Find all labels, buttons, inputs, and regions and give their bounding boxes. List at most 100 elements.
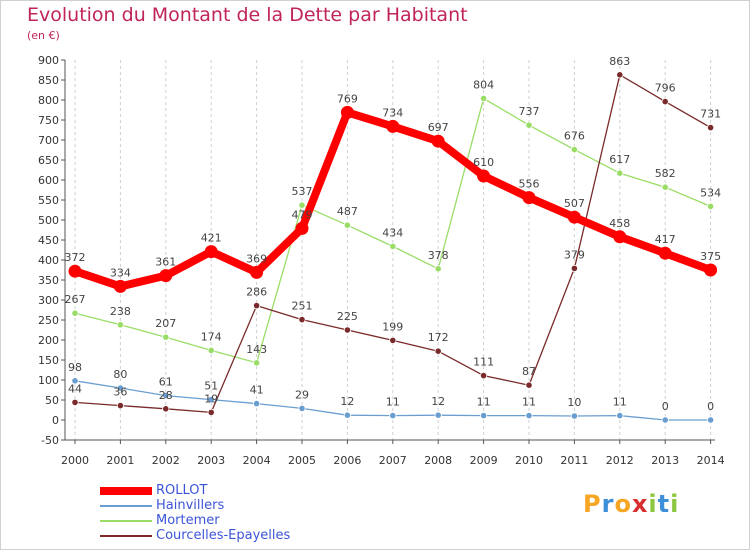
data-label-courcelles-epayelles: 44 [68, 382, 82, 395]
x-tick-label: 2013 [651, 454, 679, 467]
x-tick-label: 2006 [333, 454, 361, 467]
data-labels: 98 80 61 51 41 29 12 11 12 11 11 10 11 0 0 267 238 207 174… [65, 55, 722, 413]
data-label-mortemer: 617 [609, 153, 630, 166]
data-point-courcelles-epayelles [71, 398, 79, 406]
x-tick-label: 2000 [61, 454, 89, 467]
data-point-hainvillers [434, 411, 442, 419]
data-point-rollot [431, 134, 445, 148]
data-label-rollot: 334 [110, 266, 131, 279]
data-label-mortemer: 582 [655, 167, 676, 180]
x-tick-label: 2005 [288, 454, 316, 467]
y-tick-label: 200 [38, 334, 59, 347]
y-tick-label: 900 [38, 54, 59, 67]
x-tick-label: 2009 [470, 454, 498, 467]
logo-letter: o [614, 490, 632, 518]
data-point-rollot [68, 264, 82, 278]
data-point-rollot [159, 269, 173, 283]
data-label-rollot: 769 [337, 92, 358, 105]
legend-label: Mortemer [156, 513, 220, 528]
data-label-courcelles-epayelles: 286 [246, 286, 267, 299]
data-label-mortemer: 534 [700, 186, 721, 199]
data-label-hainvillers: 12 [431, 395, 445, 408]
y-tick-label: 500 [38, 214, 59, 227]
data-label-rollot: 697 [428, 121, 449, 134]
series-lines [68, 71, 718, 424]
data-label-rollot: 479 [292, 208, 313, 221]
proxiti-logo: Proxiti [583, 490, 679, 518]
data-label-courcelles-epayelles: 36 [113, 386, 127, 399]
data-point-courcelles-epayelles [479, 371, 488, 380]
y-tick-label: 0 [52, 414, 59, 427]
data-point-courcelles-epayelles [207, 408, 215, 416]
data-point-hainvillers [661, 416, 669, 424]
data-point-rollot [477, 169, 491, 183]
logo-letter: P [583, 490, 602, 518]
legend-label: Hainvillers [156, 498, 225, 513]
data-point-rollot [204, 245, 218, 259]
data-label-courcelles-epayelles: 379 [564, 248, 585, 261]
data-label-rollot: 372 [65, 251, 86, 264]
data-label-hainvillers: 11 [477, 396, 491, 409]
data-label-mortemer: 537 [292, 185, 313, 198]
y-tick-label: 800 [38, 94, 59, 107]
x-tick-label: 2014 [697, 454, 725, 467]
data-label-mortemer: 434 [382, 226, 403, 239]
x-tick-label: 2002 [152, 454, 180, 467]
data-label-courcelles-epayelles: 172 [428, 331, 449, 344]
data-point-rollot [567, 210, 581, 224]
data-point-mortemer [162, 333, 170, 341]
data-label-rollot: 458 [609, 217, 630, 230]
y-tick-label: 50 [45, 394, 59, 407]
data-point-hainvillers [479, 411, 488, 420]
data-point-mortemer [706, 202, 715, 210]
data-label-courcelles-epayelles: 251 [292, 300, 313, 313]
data-label-hainvillers: 0 [707, 400, 714, 413]
y-tick-label: 100 [38, 374, 59, 387]
data-label-hainvillers: 29 [295, 388, 309, 401]
x-axis-ticks: 2000 2001 2002 2003 2004 2005 2006 2007 2008 2009… [61, 440, 725, 467]
logo-letter: x [631, 490, 649, 518]
data-point-mortemer [253, 359, 261, 367]
data-point-courcelles-epayelles [661, 98, 669, 106]
data-label-hainvillers: 12 [340, 395, 354, 408]
y-tick-label: 150 [38, 354, 59, 367]
data-label-mortemer: 238 [110, 305, 131, 318]
data-point-hainvillers [706, 416, 715, 424]
data-label-rollot: 734 [382, 106, 403, 119]
data-point-hainvillers [207, 395, 215, 404]
data-point-hainvillers [162, 391, 170, 400]
data-point-rollot [704, 263, 718, 277]
data-label-courcelles-epayelles: 863 [609, 55, 630, 68]
data-point-rollot [113, 279, 127, 293]
data-point-mortemer [343, 221, 351, 229]
data-label-rollot: 610 [473, 156, 494, 169]
data-point-rollot [386, 119, 400, 133]
data-label-rollot: 375 [700, 250, 721, 263]
y-tick-label: 250 [38, 314, 59, 327]
data-label-hainvillers: 10 [567, 396, 581, 409]
data-label-rollot: 421 [201, 232, 222, 245]
data-label-courcelles-epayelles: 731 [700, 108, 721, 121]
logo-letter: r [601, 490, 615, 518]
data-point-mortemer [525, 121, 533, 129]
data-point-rollot [613, 230, 627, 244]
data-point-hainvillers [570, 412, 579, 420]
data-label-rollot: 417 [655, 233, 676, 246]
data-label-hainvillers: 11 [613, 396, 627, 409]
data-point-rollot [250, 265, 264, 279]
axes [64, 60, 715, 441]
data-point-mortemer [389, 242, 397, 250]
y-tick-label: 750 [38, 114, 59, 127]
data-label-rollot: 556 [519, 178, 540, 191]
data-label-courcelles-epayelles: 28 [159, 389, 173, 402]
x-tick-label: 2011 [560, 454, 588, 467]
data-label-courcelles-epayelles: 796 [655, 82, 676, 95]
data-point-mortemer [434, 265, 442, 273]
data-point-rollot [658, 246, 672, 260]
data-label-courcelles-epayelles: 19 [204, 392, 218, 405]
data-point-mortemer [616, 169, 624, 177]
data-point-hainvillers [253, 399, 261, 408]
data-point-rollot [340, 105, 354, 119]
data-label-courcelles-epayelles: 199 [382, 320, 403, 333]
